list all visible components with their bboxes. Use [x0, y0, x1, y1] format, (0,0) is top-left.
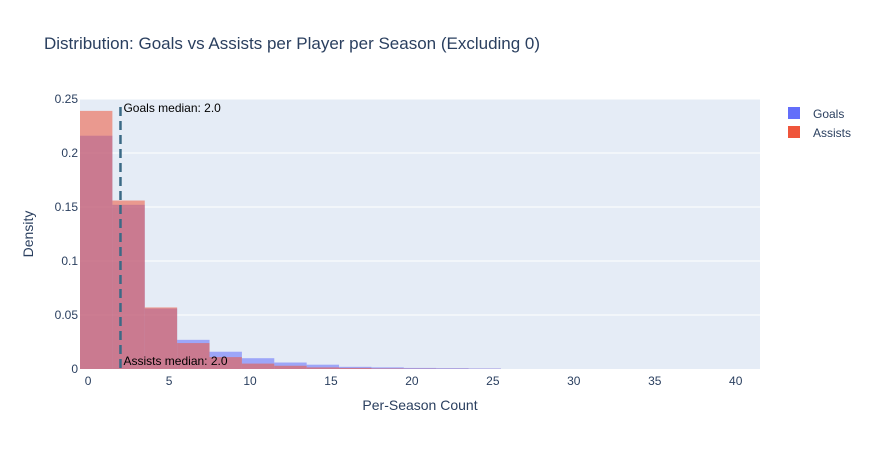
- assists-bar: [371, 368, 404, 369]
- y-tick-label: 0.05: [55, 308, 79, 322]
- x-tick-label: 5: [166, 374, 173, 388]
- assists-bar: [274, 365, 307, 369]
- goals-bar: [403, 367, 437, 369]
- x-tick-label: 10: [243, 374, 257, 388]
- y-axis-title: Density: [20, 211, 36, 258]
- legend[interactable]: Goals Assists: [788, 107, 851, 140]
- goals-bar: [371, 367, 404, 369]
- assists-bar: [306, 367, 340, 369]
- x-tick-label: 30: [567, 374, 581, 388]
- y-tick-label: 0.15: [55, 200, 79, 214]
- median-annotation: Goals median: 2.0: [123, 101, 221, 115]
- assists-bar: [209, 357, 242, 369]
- median-markers: Goals median: 2.0 Assists median: 2.0: [119, 101, 228, 369]
- grid-lines: [80, 98, 760, 316]
- x-tick-label: 40: [729, 374, 743, 388]
- goals-bar: [468, 368, 501, 369]
- y-tick-label: 0.25: [55, 92, 79, 106]
- assists-bar: [339, 367, 372, 369]
- legend-swatch-assists[interactable]: [788, 126, 800, 138]
- x-tick-label: 20: [405, 374, 419, 388]
- x-axis-ticks: 0 5 10 15 20 25 30 35 40: [85, 374, 743, 388]
- assists-bar: [80, 110, 113, 369]
- legend-label-goals[interactable]: Goals: [813, 107, 844, 121]
- assists-bar: [177, 343, 210, 369]
- y-tick-label: 0.2: [61, 146, 78, 160]
- x-axis-title: Per-Season Count: [362, 397, 477, 413]
- goals-bar: [306, 364, 340, 369]
- legend-swatch-goals[interactable]: [788, 107, 800, 119]
- chart-title: Distribution: Goals vs Assists per Playe…: [44, 34, 541, 53]
- x-tick-label: 35: [648, 374, 662, 388]
- x-tick-label: 0: [85, 374, 92, 388]
- assists-bar: [112, 200, 145, 369]
- legend-label-assists[interactable]: Assists: [813, 126, 851, 140]
- goals-bar: [339, 366, 372, 369]
- y-tick-label: 0: [71, 362, 78, 376]
- assists-bar: [144, 307, 178, 369]
- y-axis-ticks: 0 0.05 0.1 0.15 0.2 0.25: [55, 92, 79, 376]
- x-tick-label: 15: [324, 374, 338, 388]
- assists-bar: [241, 363, 275, 369]
- histogram-bars: [80, 110, 501, 369]
- median-annotation: Assists median: 2.0: [123, 354, 227, 368]
- plot-background: [80, 99, 760, 369]
- y-tick-label: 0.1: [61, 254, 78, 268]
- x-tick-label: 25: [486, 374, 500, 388]
- goals-bar: [436, 368, 469, 369]
